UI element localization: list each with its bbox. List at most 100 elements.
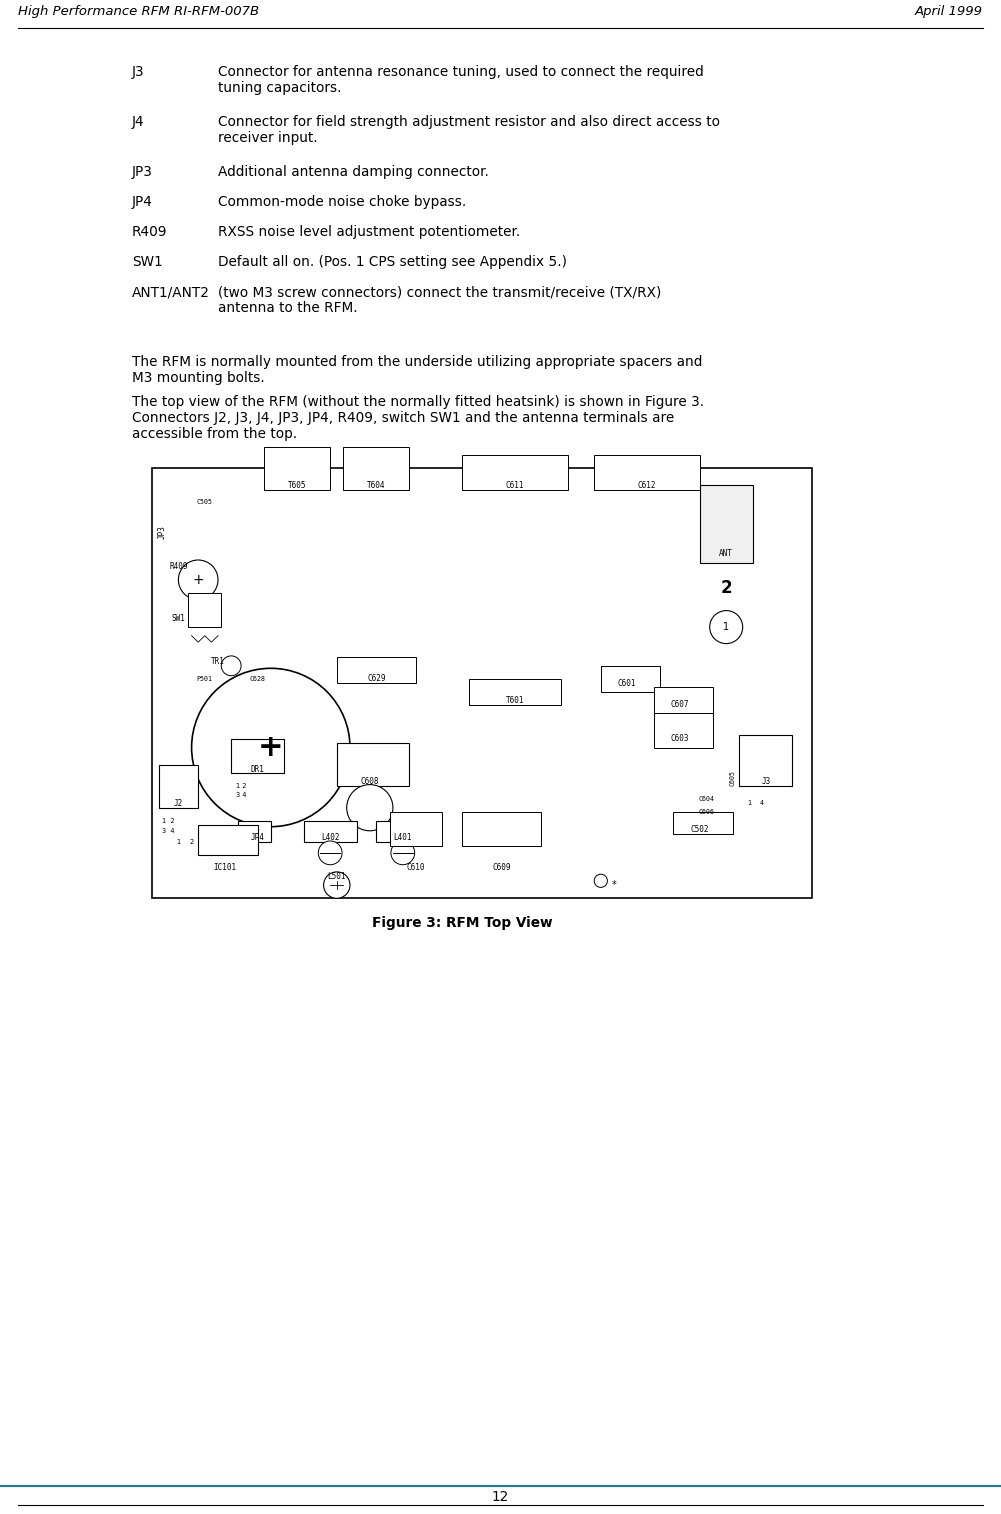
Text: L402: L402 — [321, 833, 339, 842]
Text: 2: 2 — [721, 580, 732, 598]
Text: R409: R409 — [169, 562, 187, 571]
Text: High Performance RFM RI-RFM-007B: High Performance RFM RI-RFM-007B — [18, 5, 259, 18]
Text: April 1999: April 1999 — [915, 5, 983, 18]
Text: JP3: JP3 — [157, 525, 166, 539]
Bar — [389, 812, 442, 846]
Text: C505: C505 — [197, 500, 213, 506]
Circle shape — [178, 560, 218, 600]
Bar — [462, 456, 568, 489]
Text: C606: C606 — [699, 808, 715, 815]
Text: Default all on. (Pos. 1 CPS setting see Appendix 5.): Default all on. (Pos. 1 CPS setting see … — [218, 254, 567, 269]
Text: SW1: SW1 — [132, 254, 163, 269]
Text: JP3: JP3 — [132, 165, 153, 179]
Text: T601: T601 — [506, 696, 525, 704]
Circle shape — [595, 874, 608, 887]
Text: +: + — [258, 733, 283, 762]
Text: C629: C629 — [367, 674, 385, 683]
Text: J2: J2 — [174, 799, 183, 808]
Bar — [336, 657, 416, 683]
Bar — [468, 678, 562, 704]
Text: 2: 2 — [189, 839, 194, 845]
Text: Connector for antenna resonance tuning, used to connect the required: Connector for antenna resonance tuning, … — [218, 65, 704, 79]
Bar — [674, 812, 733, 834]
Text: DR1: DR1 — [250, 765, 264, 774]
Text: JP4: JP4 — [250, 833, 264, 842]
Bar — [740, 734, 792, 786]
Text: TR1: TR1 — [211, 657, 225, 666]
Text: T605: T605 — [288, 481, 306, 491]
Text: C609: C609 — [492, 863, 512, 872]
Text: P501: P501 — [197, 675, 213, 681]
Bar — [700, 484, 753, 563]
Bar — [343, 447, 409, 489]
Text: ANT: ANT — [720, 550, 733, 559]
Text: receiver input.: receiver input. — [218, 132, 317, 145]
Text: JP4: JP4 — [132, 195, 153, 209]
Text: 1  4: 1 4 — [748, 801, 764, 807]
Text: Figure 3: RFM Top View: Figure 3: RFM Top View — [371, 916, 553, 930]
Text: C607: C607 — [671, 699, 690, 709]
Text: T604: T604 — [367, 481, 385, 491]
Circle shape — [391, 840, 414, 864]
Text: 3  4: 3 4 — [162, 828, 175, 834]
Text: C612: C612 — [638, 481, 657, 491]
Bar — [654, 713, 713, 748]
Text: L501: L501 — [327, 872, 346, 881]
Circle shape — [710, 610, 743, 643]
Text: L401: L401 — [393, 833, 412, 842]
Circle shape — [191, 668, 350, 827]
Text: Connectors J2, J3, J4, JP3, JP4, R409, switch SW1 and the antenna terminals are: Connectors J2, J3, J4, JP3, JP4, R409, s… — [132, 410, 675, 425]
Text: Connector for field strength adjustment resistor and also direct access to: Connector for field strength adjustment … — [218, 115, 720, 129]
Bar — [462, 812, 542, 846]
Text: RXSS noise level adjustment potentiometer.: RXSS noise level adjustment potentiomete… — [218, 226, 521, 239]
Circle shape — [221, 656, 241, 675]
Text: C608: C608 — [360, 777, 379, 786]
Text: C604: C604 — [699, 796, 715, 802]
Text: J3: J3 — [761, 777, 771, 786]
Text: J3: J3 — [132, 65, 144, 79]
Bar — [264, 447, 330, 489]
Circle shape — [318, 840, 342, 864]
Text: C605: C605 — [730, 769, 736, 786]
Circle shape — [323, 872, 350, 898]
Circle shape — [346, 784, 393, 831]
Text: *: * — [612, 880, 617, 890]
Text: C611: C611 — [506, 481, 525, 491]
Text: R409: R409 — [132, 226, 167, 239]
Bar — [152, 468, 812, 898]
Text: The RFM is normally mounted from the underside utilizing appropriate spacers and: The RFM is normally mounted from the und… — [132, 354, 703, 369]
Bar — [303, 821, 356, 842]
Bar — [231, 739, 284, 774]
Text: C502: C502 — [691, 825, 709, 834]
Bar — [198, 825, 257, 855]
Bar — [595, 456, 700, 489]
Text: SW1: SW1 — [171, 615, 185, 622]
Bar — [188, 592, 221, 627]
Text: +: + — [192, 572, 204, 587]
Text: C603: C603 — [671, 734, 690, 743]
Text: accessible from the top.: accessible from the top. — [132, 427, 297, 441]
Text: (two M3 screw connectors) connect the transmit/receive (TX/RX): (two M3 screw connectors) connect the tr… — [218, 285, 662, 298]
Text: 1: 1 — [723, 622, 730, 633]
Text: The top view of the RFM (without the normally fitted heatsink) is shown in Figur: The top view of the RFM (without the nor… — [132, 395, 704, 409]
Bar — [158, 765, 198, 807]
Text: Common-mode noise choke bypass.: Common-mode noise choke bypass. — [218, 195, 466, 209]
Bar — [336, 743, 409, 786]
Text: 1 2: 1 2 — [236, 783, 246, 789]
Text: Additional antenna damping connector.: Additional antenna damping connector. — [218, 165, 488, 179]
Bar — [601, 666, 661, 692]
Text: 1  2: 1 2 — [162, 818, 175, 824]
Text: 12: 12 — [491, 1490, 509, 1503]
Text: 3 4: 3 4 — [236, 792, 246, 798]
Bar — [376, 821, 429, 842]
Text: ANT1/ANT2: ANT1/ANT2 — [132, 285, 210, 298]
Text: antenna to the RFM.: antenna to the RFM. — [218, 301, 357, 315]
Text: 1: 1 — [176, 839, 180, 845]
Text: M3 mounting bolts.: M3 mounting bolts. — [132, 371, 264, 385]
Text: C601: C601 — [618, 678, 637, 687]
Text: IC101: IC101 — [213, 863, 236, 872]
Text: C628: C628 — [249, 675, 265, 681]
Text: C610: C610 — [406, 863, 425, 872]
Text: tuning capacitors.: tuning capacitors. — [218, 82, 341, 95]
Text: J4: J4 — [132, 115, 144, 129]
